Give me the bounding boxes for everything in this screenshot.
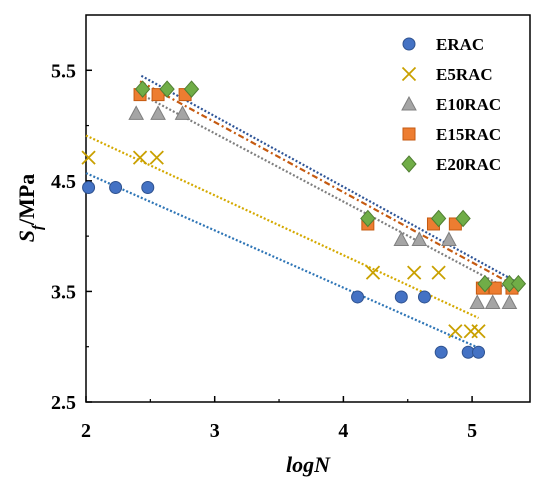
data-point-e10rac: [393, 231, 410, 246]
legend-marker-e15rac: [402, 127, 416, 141]
trendlines: [85, 74, 521, 349]
trendline-e5rac: [85, 134, 479, 319]
x-marker-stroke: [81, 150, 96, 165]
trendline-erac: [85, 172, 479, 349]
plot-frame: [85, 14, 531, 403]
trendline-e15rac: [139, 80, 514, 286]
data-point-e10rac: [150, 105, 166, 120]
data-point-e20rac: [430, 209, 447, 228]
data-point-e20rac: [183, 80, 200, 98]
x-tick-label: 3: [210, 420, 220, 442]
y-tick-label: 5.5: [51, 60, 76, 82]
data-point-e5rac: [463, 324, 478, 339]
legend-label-e10rac: E10RAC: [436, 95, 501, 114]
data-point-erac: [434, 345, 448, 359]
data-point-e10rac: [128, 105, 145, 120]
y-tick-label: 3.5: [51, 281, 76, 303]
legend-marker-e20rac: [401, 155, 417, 173]
data-point-e20rac: [134, 80, 151, 98]
data-point-e15rac: [151, 88, 165, 102]
data-point-e10rac: [501, 294, 518, 309]
legend-label-e5rac: E5RAC: [436, 65, 493, 84]
data-point-erac: [394, 290, 408, 304]
axis-ticks: 2 3 4 5 2.5 3.5 4.5 5.5: [51, 60, 477, 442]
data-point-e5rac: [448, 324, 463, 339]
x-axis-title: logN: [286, 452, 331, 477]
data-point-erac: [82, 180, 96, 194]
x-marker-stroke: [365, 265, 381, 280]
trendline-e10rac: [136, 91, 512, 292]
data-point-e10rac: [469, 294, 486, 309]
x-marker-stroke: [407, 265, 422, 280]
data-point-e5rac: [149, 150, 164, 165]
data-point-e20rac: [159, 80, 175, 98]
x-marker-stroke: [471, 324, 486, 339]
data-point-e20rac: [360, 209, 376, 228]
data-point-e5rac: [81, 150, 96, 165]
data-point-e5rac: [431, 265, 446, 280]
y-tick-label: 4.5: [51, 171, 76, 193]
data-point-e10rac: [484, 294, 501, 309]
data-point-e10rac: [441, 231, 457, 246]
legend-marker-e5rac: [401, 66, 417, 82]
legend-marker-erac: [402, 37, 416, 51]
data-point-e5rac: [365, 265, 381, 280]
legend-label-erac: ERAC: [436, 35, 484, 54]
x-marker-stroke: [401, 66, 417, 82]
x-tick-label: 5: [467, 420, 477, 442]
data-point-erac: [141, 180, 155, 194]
legend-marker-e10rac: [401, 95, 417, 111]
data-point-e5rac: [132, 150, 148, 165]
data-point-e5rac: [471, 324, 486, 339]
data-point-e20rac: [510, 274, 527, 293]
data-point-e10rac: [411, 231, 428, 246]
data-point-e15rac: [488, 281, 502, 295]
x-tick-label: 2: [81, 420, 91, 442]
x-tick-label: 4: [338, 420, 348, 442]
data-points: [81, 80, 527, 359]
data-point-erac: [472, 345, 486, 359]
x-marker-stroke: [431, 265, 446, 280]
data-point-e20rac: [477, 274, 493, 293]
x-marker-stroke: [448, 324, 463, 339]
y-tick-label: 2.5: [51, 392, 76, 414]
legend-label-e15rac: E15RAC: [436, 125, 501, 144]
y-axis-title: Sf/MPa: [14, 174, 46, 243]
data-point-e10rac: [174, 105, 191, 120]
data-point-erac: [417, 290, 431, 304]
data-point-erac: [109, 180, 123, 194]
data-point-e5rac: [407, 265, 422, 280]
x-marker-stroke: [132, 150, 148, 165]
legend-label-e20rac: E20RAC: [436, 155, 501, 174]
x-marker-stroke: [149, 150, 164, 165]
data-point-e20rac: [455, 209, 471, 228]
legend: ERAC E5RAC E10RAC E15RAC E20RAC: [401, 35, 501, 174]
data-point-erac: [351, 290, 365, 304]
